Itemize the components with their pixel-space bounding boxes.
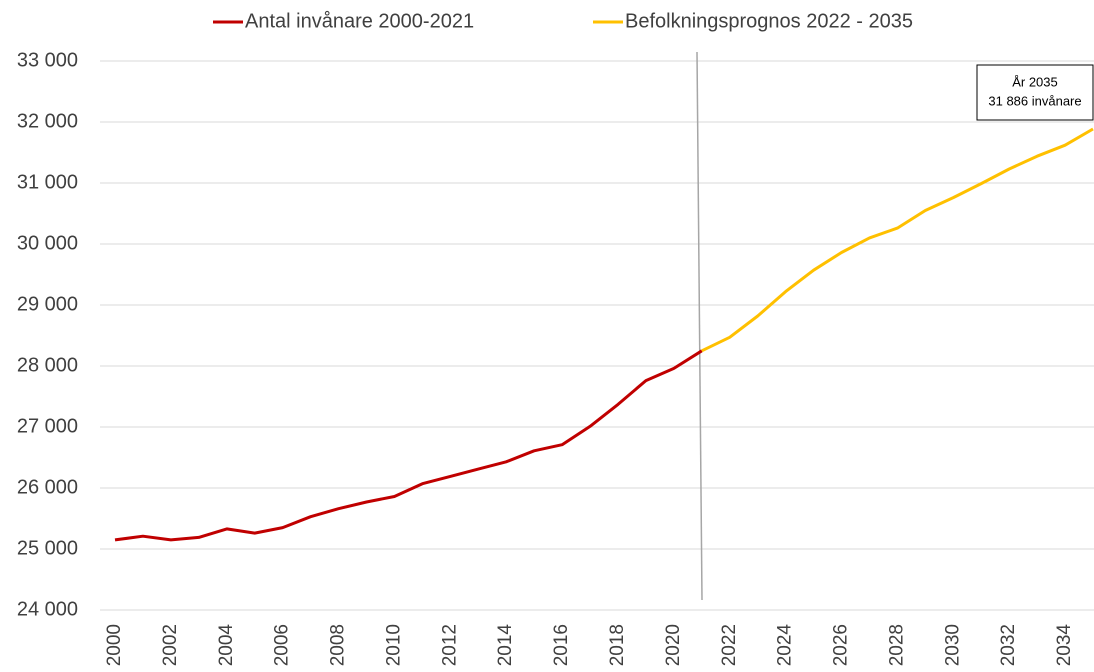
y-tick-label: 33 000 — [17, 49, 78, 71]
x-tick-label: 2020 — [663, 624, 684, 666]
annotation-text: År 2035 — [1012, 74, 1058, 89]
y-tick-label: 24 000 — [17, 598, 78, 620]
x-tick-label: 2018 — [607, 624, 628, 666]
x-tick-label: 2032 — [998, 624, 1019, 666]
x-tick-label: 2002 — [160, 624, 181, 666]
x-tick-label: 2014 — [495, 624, 516, 667]
y-tick-label: 29 000 — [17, 293, 78, 315]
x-tick-label: 2022 — [719, 624, 740, 666]
y-tick-label: 26 000 — [17, 476, 78, 498]
legend-label: Befolkningsprognos 2022 - 2035 — [625, 10, 913, 32]
x-tick-label: 2024 — [775, 624, 796, 667]
x-tick-label: 2028 — [886, 624, 907, 666]
y-tick-label: 25 000 — [17, 537, 78, 559]
y-tick-label: 32 000 — [17, 110, 78, 132]
x-tick-label: 2008 — [328, 624, 349, 666]
x-tick-label: 2030 — [942, 624, 963, 666]
x-tick-label: 2012 — [439, 624, 460, 666]
x-tick-label: 2034 — [1054, 624, 1075, 667]
y-tick-label: 27 000 — [17, 415, 78, 437]
y-tick-label: 30 000 — [17, 232, 78, 254]
y-tick-label: 28 000 — [17, 354, 78, 376]
legend-label: Antal invånare 2000-2021 — [245, 10, 474, 32]
y-tick-label: 31 000 — [17, 171, 78, 193]
annotation-text: 31 886 invånare — [988, 93, 1081, 108]
x-tick-label: 2004 — [216, 624, 237, 667]
annotation-box — [976, 64, 1094, 121]
x-tick-label: 2026 — [831, 624, 852, 666]
x-tick-label: 2006 — [272, 624, 293, 666]
x-tick-label: 2000 — [104, 624, 125, 666]
x-tick-label: 2010 — [383, 624, 404, 666]
series-line — [114, 349, 703, 542]
series-line — [701, 127, 1094, 353]
x-tick-label: 2016 — [551, 624, 572, 666]
divider-line — [696, 51, 703, 601]
